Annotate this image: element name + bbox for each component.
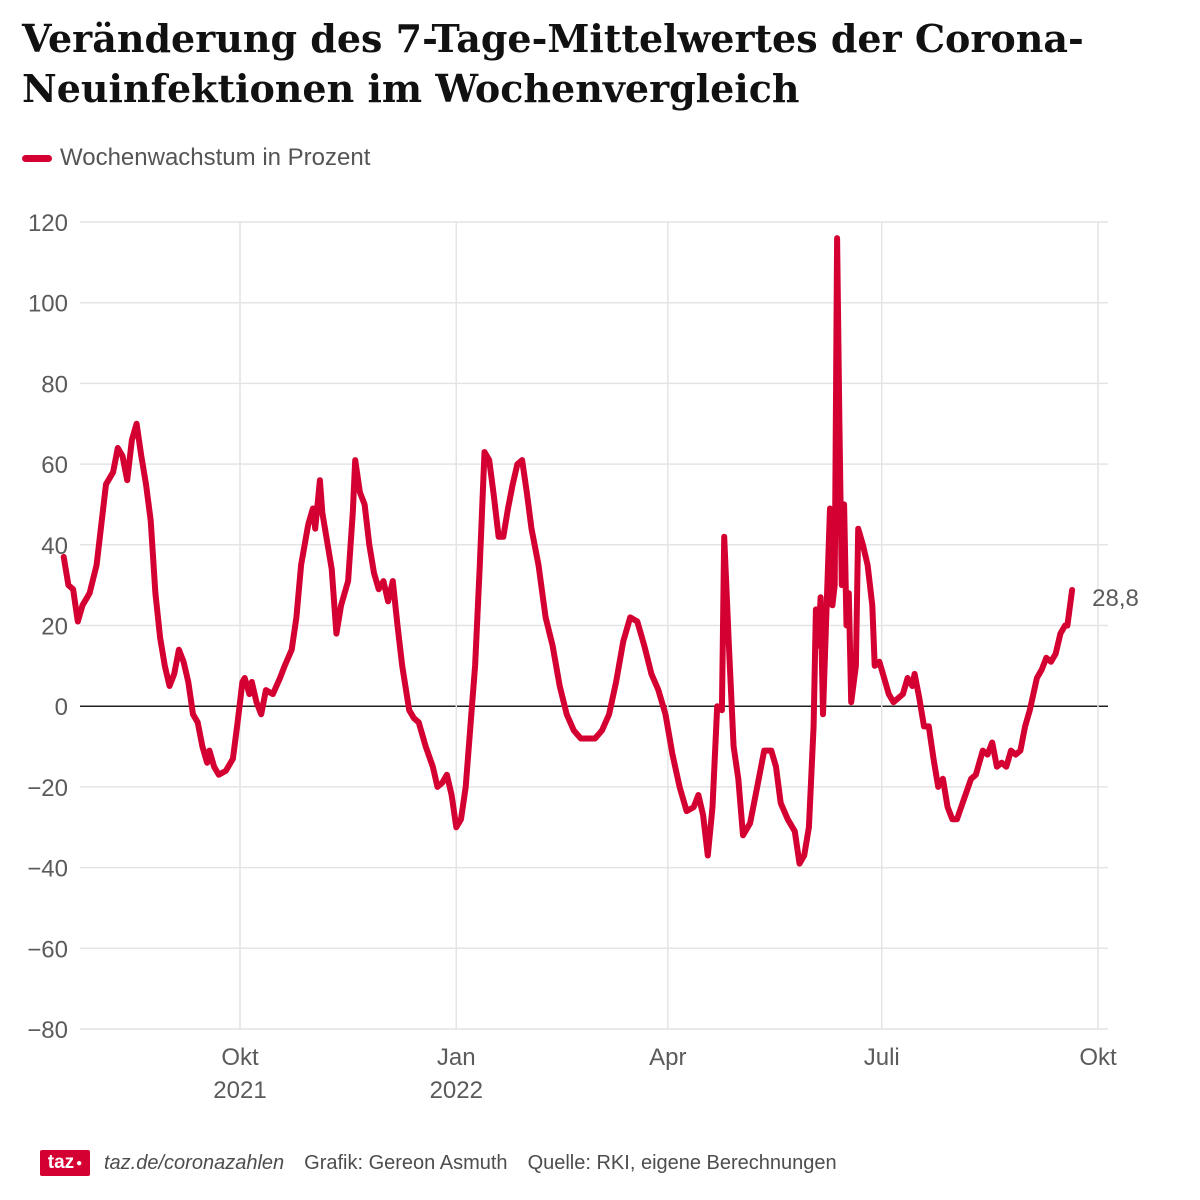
footer: taz ● taz.de/coronazahlen Grafik: Gereon … bbox=[40, 1150, 857, 1176]
logo-text: taz bbox=[47, 1152, 75, 1173]
y-tick-label: 60 bbox=[41, 452, 68, 479]
y-tick-label: 20 bbox=[41, 614, 68, 641]
y-tick-label: 80 bbox=[41, 371, 68, 398]
y-tick-label: 0 bbox=[55, 694, 68, 721]
y-tick-label: −40 bbox=[27, 856, 68, 883]
source-link[interactable]: taz.de/coronazahlen bbox=[104, 1151, 285, 1174]
x-tick-label: Okt bbox=[221, 1044, 259, 1071]
y-tick-label: −60 bbox=[27, 936, 68, 963]
credit-text: Grafik: Gereon Asmuth bbox=[304, 1151, 508, 1174]
y-tick-label: 100 bbox=[28, 291, 68, 318]
series-line bbox=[60, 235, 1076, 867]
y-tick-label: 120 bbox=[28, 210, 68, 237]
x-tick-label: Jan bbox=[437, 1044, 476, 1071]
taz-logo[interactable]: taz ● bbox=[40, 1150, 90, 1176]
x-tick-label: Okt bbox=[1079, 1044, 1117, 1071]
y-tick-label: −20 bbox=[27, 775, 68, 802]
legend: Wochenwachstum in Prozent bbox=[22, 144, 370, 172]
end-value-label: 28,8 bbox=[1092, 585, 1139, 612]
legend-label: Wochenwachstum in Prozent bbox=[60, 144, 371, 171]
y-tick-label: −80 bbox=[27, 1017, 68, 1044]
paw-icon: ● bbox=[76, 1157, 83, 1169]
series-layer: 28,8 bbox=[60, 235, 1139, 867]
x-tick-year-label: 2022 bbox=[430, 1077, 483, 1104]
legend-swatch bbox=[22, 154, 52, 162]
grid bbox=[80, 221, 1108, 1030]
line-chart: 120100806040200−20−40−60−80Okt2021Jan202… bbox=[27, 210, 1139, 1104]
x-tick-year-label: 2021 bbox=[213, 1077, 266, 1104]
axis-ticks: 120100806040200−20−40−60−80Okt2021Jan202… bbox=[27, 210, 1117, 1104]
chart-title: Veränderung des 7-Tage-Mittelwertes der … bbox=[22, 16, 1084, 111]
x-tick-label: Apr bbox=[649, 1044, 686, 1071]
x-tick-label: Juli bbox=[864, 1044, 900, 1071]
source-text: Quelle: RKI, eigene Berechnungen bbox=[527, 1151, 837, 1174]
